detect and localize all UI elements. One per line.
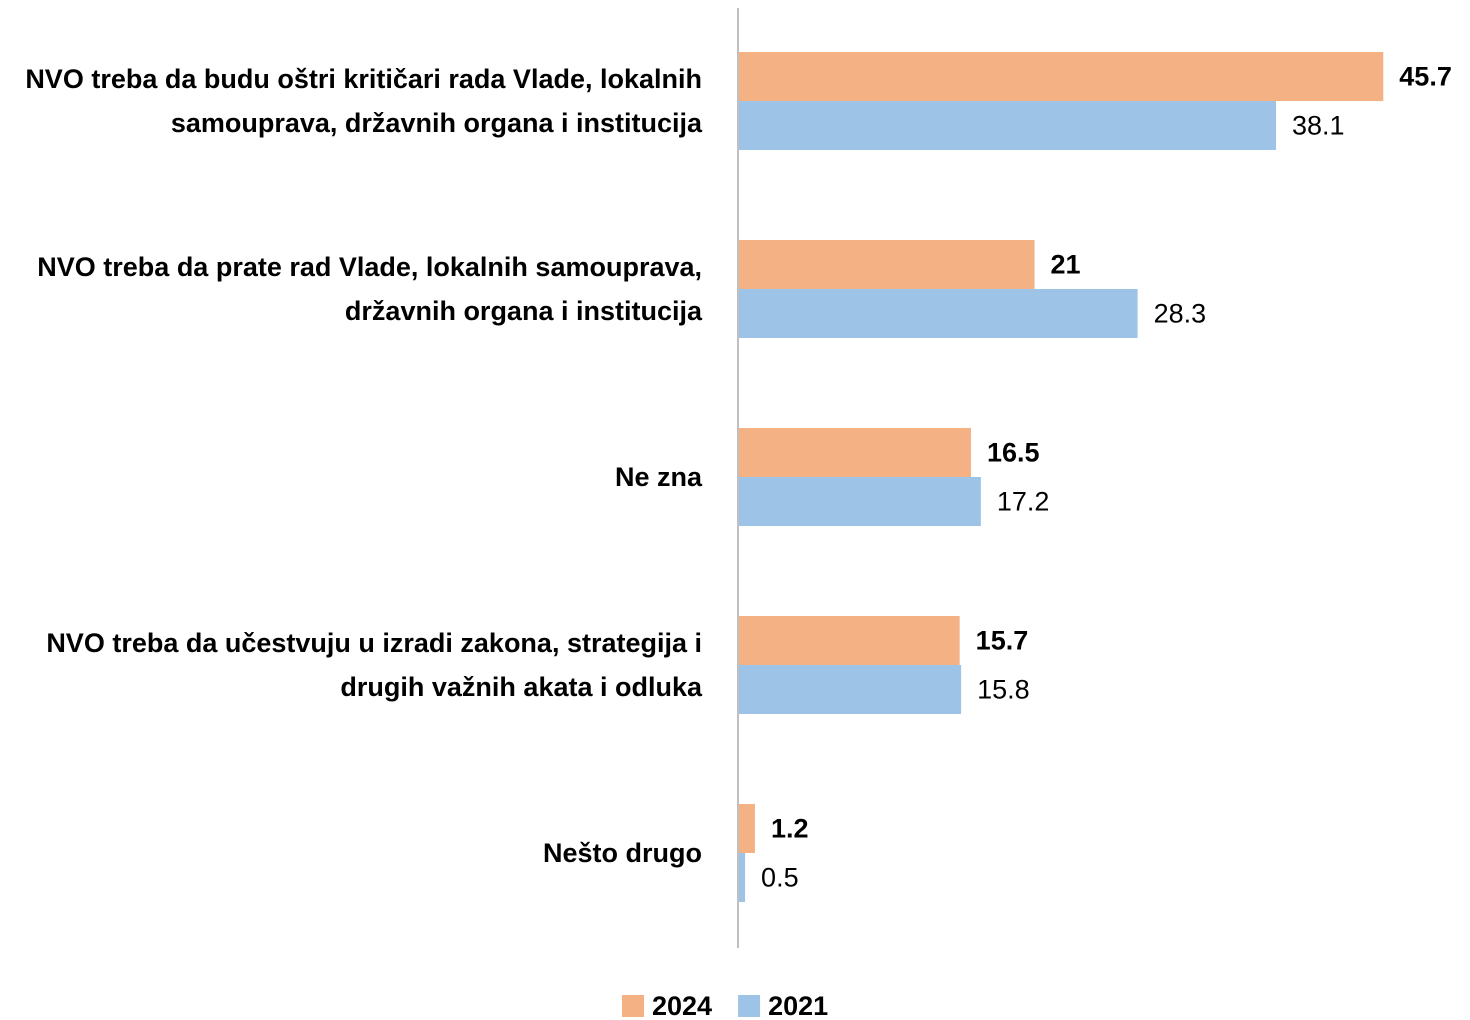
bar	[738, 52, 1384, 101]
data-label: 0.5	[761, 863, 799, 893]
data-label: 1.2	[771, 814, 809, 844]
bar	[738, 477, 981, 526]
data-label: 38.1	[1292, 111, 1345, 141]
bar	[738, 289, 1138, 338]
bar	[738, 240, 1035, 289]
bar	[738, 853, 746, 902]
data-label: 15.8	[977, 675, 1030, 705]
bar	[738, 616, 960, 665]
legend-label: 2021	[768, 991, 828, 1020]
legend-label: 2024	[652, 991, 712, 1020]
bar	[738, 428, 971, 477]
data-label: 15.7	[976, 626, 1029, 656]
legend-swatch	[738, 995, 761, 1017]
bar	[738, 665, 962, 714]
data-label: 17.2	[997, 487, 1050, 517]
category-label: NVO treba da prate rad Vlade, lokalnih s…	[37, 252, 702, 326]
category-label: NVO treba da budu oštri kritičari rada V…	[25, 64, 702, 138]
data-label: 28.3	[1154, 299, 1207, 329]
bar	[738, 804, 755, 853]
category-label: Ne zna	[614, 462, 702, 492]
data-label: 16.5	[987, 438, 1040, 468]
legend-swatch	[622, 995, 644, 1017]
data-label: 45.7	[1399, 62, 1452, 92]
category-label: NVO treba da učestvuju u izradi zakona, …	[46, 628, 702, 702]
category-label: Nešto drugo	[543, 838, 702, 868]
data-label: 21	[1051, 250, 1081, 280]
bar	[738, 101, 1276, 150]
